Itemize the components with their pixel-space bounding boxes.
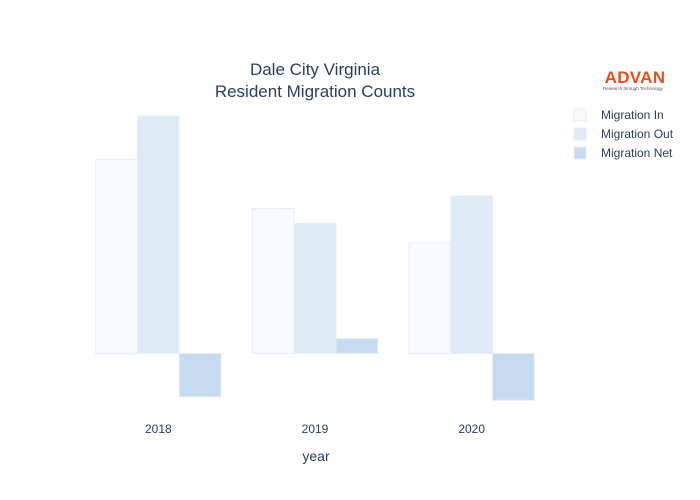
legend: Migration In Migration Out Migration Net <box>573 108 674 160</box>
chart-title-line-1: Dale City Virginia <box>250 60 381 79</box>
bar-migration-net-2019[interactable] <box>335 338 379 354</box>
legend-item-migration-out[interactable]: Migration Out <box>573 127 674 141</box>
bar-migration-out-2019[interactable] <box>293 222 337 354</box>
bar-migration-net-2018[interactable] <box>178 352 222 398</box>
x-axis-title: year <box>302 448 330 464</box>
legend-swatch <box>573 127 587 141</box>
bar-migration-in-2019[interactable] <box>251 207 295 354</box>
x-tick-label-2018: 2018 <box>145 422 172 436</box>
x-axis-ticks: 2018 2019 2020 <box>145 422 485 436</box>
bar-migration-in-2020[interactable] <box>408 242 452 354</box>
bar-migration-net-2020[interactable] <box>492 352 535 401</box>
bar-migration-out-2020[interactable] <box>450 195 494 354</box>
advan-logo: ADVAN Research through Technology <box>603 68 665 91</box>
chart-title-line-2: Resident Migration Counts <box>215 82 415 101</box>
bar-migration-out-2018[interactable] <box>136 115 180 354</box>
x-tick-label-2020: 2020 <box>458 422 485 436</box>
legend-item-migration-in[interactable]: Migration In <box>573 108 664 122</box>
chart-title: Dale City Virginia Resident Migration Co… <box>215 60 415 101</box>
bar-migration-in-2018[interactable] <box>95 158 138 354</box>
legend-swatch <box>573 108 587 122</box>
x-tick-label-2019: 2019 <box>302 422 329 436</box>
legend-label: Migration Net <box>601 146 673 160</box>
logo-tagline: Research through Technology <box>603 86 663 91</box>
legend-label: Migration In <box>601 108 664 122</box>
legend-label: Migration Out <box>601 127 674 141</box>
legend-item-migration-net[interactable]: Migration Net <box>573 146 673 160</box>
plot-area <box>95 115 535 401</box>
logo-wordmark: ADVAN <box>605 68 666 87</box>
legend-swatch <box>573 146 587 160</box>
